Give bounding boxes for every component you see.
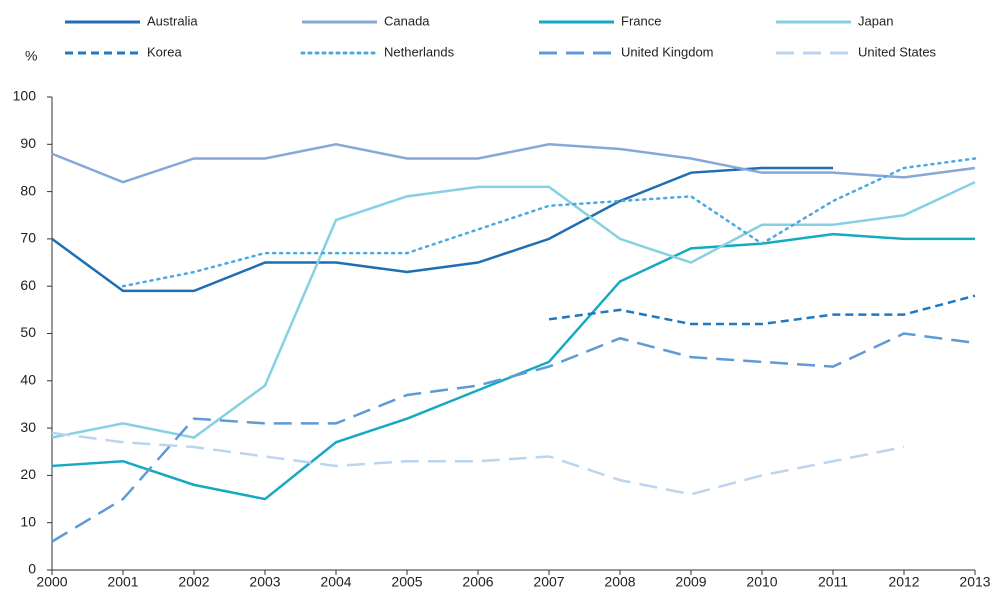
legend-label: Japan — [858, 13, 893, 28]
x-tick-label: 2006 — [462, 574, 493, 590]
legend-label: France — [621, 13, 661, 28]
y-tick-label: 60 — [20, 277, 36, 293]
x-tick-label: 2011 — [818, 574, 848, 590]
legend-label: Australia — [147, 13, 198, 28]
y-tick-label: 10 — [20, 513, 36, 529]
y-tick-label: 0 — [28, 561, 36, 577]
legend-label: Netherlands — [384, 44, 455, 59]
legend-label: Korea — [147, 44, 182, 59]
y-tick-label: 80 — [20, 182, 36, 198]
y-tick-label: 90 — [20, 135, 36, 151]
x-tick-label: 2008 — [604, 574, 635, 590]
x-tick-label: 2000 — [36, 574, 67, 590]
x-tick-label: 2001 — [107, 574, 138, 590]
x-tick-label: 2013 — [959, 574, 990, 590]
legend-label: United States — [858, 44, 937, 59]
series-line — [51, 431, 905, 496]
series-line — [51, 143, 976, 184]
series-line — [51, 181, 976, 439]
series-line — [548, 294, 976, 326]
x-tick-label: 2002 — [178, 574, 209, 590]
y-tick-label: 40 — [20, 372, 36, 388]
y-axis-label: % — [25, 48, 37, 64]
x-tick-label: 2009 — [675, 574, 706, 590]
y-tick-label: 100 — [13, 88, 37, 104]
y-tick-label: 30 — [20, 419, 36, 435]
x-tick-label: 2005 — [391, 574, 422, 590]
y-tick-label: 70 — [20, 230, 36, 246]
y-tick-label: 20 — [20, 466, 36, 482]
x-tick-label: 2012 — [888, 574, 919, 590]
series-line — [51, 332, 976, 543]
y-tick-label: 50 — [20, 324, 36, 340]
x-tick-label: 2003 — [249, 574, 280, 590]
x-tick-label: 2007 — [533, 574, 564, 590]
series-line — [121, 157, 977, 288]
legend-label: Canada — [384, 13, 430, 28]
x-tick-label: 2010 — [746, 574, 777, 590]
legend-label: United Kingdom — [621, 44, 714, 59]
series-line — [51, 166, 833, 293]
x-tick-label: 2004 — [320, 574, 351, 590]
